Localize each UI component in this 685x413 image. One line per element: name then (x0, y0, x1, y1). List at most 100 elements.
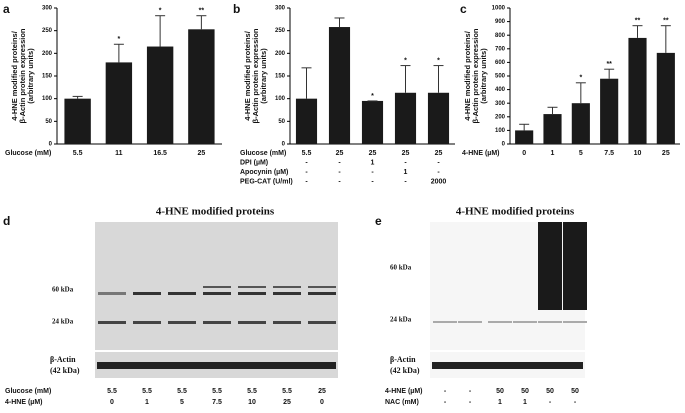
significance: ** (606, 61, 612, 68)
significance: ** (663, 18, 669, 25)
row-label: 4-HNE (µM) (5, 399, 42, 406)
blot-title: 4-HNE modified proteins (456, 206, 575, 218)
mw-marker: 24 kDa (390, 316, 412, 324)
row-value: 1 (523, 399, 527, 406)
bar (515, 130, 534, 144)
x-tick-label: 0 (522, 150, 526, 157)
band (308, 292, 336, 295)
significance: * (437, 57, 440, 64)
band (168, 321, 196, 324)
row-value: 5.5 (247, 388, 257, 395)
row-label: Apocynin (µM) (240, 169, 288, 176)
y-tick-label: 0 (502, 142, 506, 148)
row-value: - (444, 399, 447, 406)
band (238, 292, 266, 295)
bar (427, 92, 450, 144)
row-value: - (437, 159, 440, 166)
y-axis-label: (arbitrary units) (26, 48, 35, 104)
row-value: 1 (404, 169, 408, 176)
x-tick-label: 25 (197, 150, 205, 157)
blot-title: 4-HNE modified proteins (156, 206, 275, 218)
row-value: 25 (318, 388, 326, 395)
bar (628, 37, 647, 144)
row-value: 50 (571, 388, 579, 395)
row-value: 7.5 (212, 399, 222, 406)
band-smear (563, 222, 587, 310)
panel-letter: c (460, 2, 467, 16)
panel-letter: e (375, 214, 382, 228)
bar (361, 100, 384, 144)
row-value: 10 (248, 399, 256, 406)
x-tick-label: 10 (634, 150, 642, 157)
band (98, 321, 126, 324)
y-tick-label: 150 (42, 74, 53, 80)
y-tick-label: 100 (42, 96, 53, 102)
y-tick-label: 250 (275, 28, 286, 34)
band (168, 292, 196, 295)
bar (146, 46, 174, 144)
row-value: - (371, 178, 374, 185)
band (203, 292, 231, 295)
y-axis-label: (arbitrary units) (479, 48, 488, 104)
y-axis-label: (arbitrary units) (259, 48, 268, 104)
bar (188, 29, 215, 144)
y-tick-label: 700 (495, 46, 506, 52)
x-tick-label: 5 (579, 150, 583, 157)
x-tick-label: 1 (551, 150, 555, 157)
row-value: 5.5 (177, 388, 187, 395)
actin-label: (42 kDa) (390, 366, 420, 375)
row-value: - (549, 399, 552, 406)
row-value: 25 (402, 150, 410, 157)
row-value: 2000 (431, 178, 447, 185)
y-axis-label: β-Actin protein expression (251, 28, 260, 123)
y-tick-label: 150 (275, 74, 286, 80)
bar (571, 103, 590, 144)
row-value: 5 (180, 399, 184, 406)
band (488, 321, 512, 323)
band (273, 292, 301, 295)
band (98, 292, 126, 295)
bar (394, 92, 417, 144)
band (273, 321, 301, 324)
x-tick-label: 7.5 (604, 150, 614, 157)
row-label: Glucose (mM) (5, 388, 51, 395)
row-value: - (305, 178, 308, 185)
significance: * (579, 75, 582, 82)
y-tick-label: 300 (42, 6, 53, 12)
bar (105, 62, 133, 144)
y-tick-label: 200 (275, 51, 286, 57)
y-tick-label: 400 (495, 87, 506, 93)
y-tick-label: 250 (42, 28, 53, 34)
y-tick-label: 900 (495, 19, 506, 25)
y-tick-label: 800 (495, 33, 506, 39)
significance: * (118, 36, 121, 43)
mw-marker: 24 kDa (52, 318, 74, 326)
y-tick-label: 100 (495, 128, 506, 134)
row-value: 5.5 (302, 150, 312, 157)
band (433, 321, 457, 323)
row-value: 25 (283, 399, 291, 406)
panel-letter: a (3, 2, 10, 16)
row-value: 1 (498, 399, 502, 406)
row-value: - (305, 169, 308, 176)
x-axis-label: Glucose (mM) (5, 150, 51, 157)
band (203, 321, 231, 324)
bar (295, 98, 318, 144)
y-tick-label: 1000 (492, 6, 506, 12)
bar (328, 27, 351, 144)
x-axis-label: 4-HNE (µM) (462, 150, 499, 157)
row-value: 1 (371, 159, 375, 166)
row-value: - (437, 169, 440, 176)
y-tick-label: 300 (495, 101, 506, 107)
x-tick-label: 5.5 (73, 150, 83, 157)
band (563, 321, 587, 323)
row-label: NAC (mM) (385, 399, 419, 406)
panel-letter: b (233, 2, 240, 16)
y-tick-label: 0 (282, 142, 286, 148)
y-tick-label: 50 (45, 119, 52, 125)
row-value: 25 (435, 150, 443, 157)
significance: ** (635, 18, 641, 25)
y-tick-label: 500 (495, 74, 506, 80)
row-value: 50 (546, 388, 554, 395)
row-value: 0 (320, 399, 324, 406)
